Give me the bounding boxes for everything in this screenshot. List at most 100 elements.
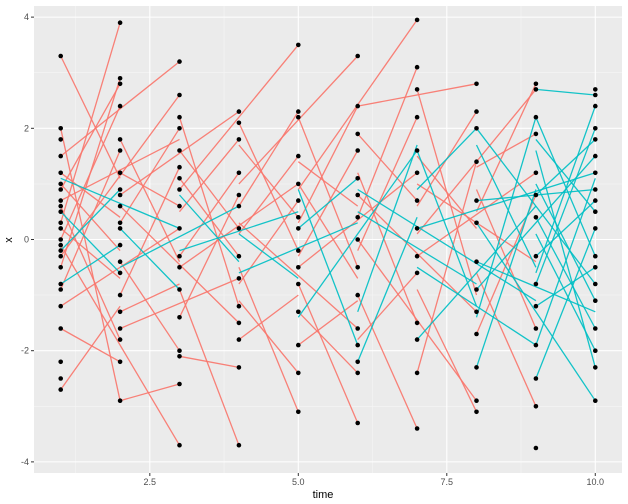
y-tick-label: -4 bbox=[21, 457, 29, 467]
red-series-segment bbox=[60, 183, 121, 252]
data-point bbox=[117, 103, 123, 109]
data-point bbox=[414, 64, 420, 70]
data-point bbox=[593, 137, 598, 142]
data-point bbox=[414, 148, 420, 153]
data-point bbox=[474, 365, 479, 370]
data-point bbox=[58, 281, 63, 287]
data-point bbox=[593, 170, 598, 176]
data-point bbox=[533, 326, 539, 331]
red-series-segment bbox=[119, 383, 180, 402]
data-point bbox=[58, 287, 63, 292]
x-tick-label: 2.5 bbox=[144, 477, 157, 487]
data-point bbox=[474, 409, 479, 415]
data-point bbox=[355, 326, 361, 331]
data-point bbox=[117, 203, 123, 209]
red-series-segment bbox=[238, 111, 299, 207]
red-series-segment bbox=[416, 172, 537, 257]
red-series-segment bbox=[238, 267, 299, 413]
data-point bbox=[355, 176, 361, 181]
red-series-segment bbox=[119, 172, 180, 207]
red-series-segment bbox=[60, 205, 121, 340]
data-point bbox=[414, 370, 420, 376]
data-point bbox=[533, 342, 539, 348]
red-series-segment bbox=[238, 294, 299, 341]
red-series-segment bbox=[119, 166, 181, 296]
data-point bbox=[533, 170, 539, 176]
data-point bbox=[296, 226, 301, 231]
red-series-segment bbox=[357, 133, 418, 202]
data-point bbox=[117, 326, 123, 331]
red-series-segment bbox=[60, 22, 121, 223]
data-point bbox=[58, 226, 63, 231]
red-series-segment bbox=[475, 83, 537, 212]
data-point bbox=[177, 164, 182, 170]
red-series-segment bbox=[60, 61, 180, 157]
data-point bbox=[593, 398, 598, 404]
data-point bbox=[296, 114, 301, 120]
red-series-segment bbox=[60, 227, 121, 279]
data-point bbox=[593, 187, 598, 192]
data-point bbox=[593, 87, 598, 92]
teal-series-segment bbox=[535, 116, 596, 257]
red-series-segment bbox=[119, 205, 240, 324]
data-point bbox=[474, 287, 479, 292]
data-point bbox=[593, 326, 598, 331]
teal-series-segment bbox=[475, 189, 537, 368]
red-series-segment bbox=[60, 105, 121, 240]
data-point bbox=[593, 348, 598, 354]
data-point bbox=[177, 315, 182, 320]
teal-series-segment bbox=[297, 177, 359, 229]
data-point bbox=[117, 259, 123, 265]
teal-series-segment bbox=[476, 261, 596, 313]
data-point bbox=[593, 281, 598, 287]
teal-series-lines bbox=[60, 88, 596, 402]
data-point bbox=[296, 309, 301, 315]
y-tick-label: 4 bbox=[24, 12, 29, 22]
y-axis: -4 -2 0 2 4 bbox=[21, 12, 34, 467]
red-series-segment bbox=[297, 172, 418, 268]
data-point bbox=[355, 103, 361, 109]
data-point bbox=[177, 203, 182, 209]
x-axis-title: time bbox=[313, 489, 334, 501]
red-series-segment bbox=[297, 161, 359, 207]
red-series-segment bbox=[238, 155, 299, 235]
red-series-segment bbox=[60, 172, 121, 218]
data-point bbox=[58, 126, 63, 131]
data-point bbox=[296, 42, 301, 48]
data-point bbox=[414, 426, 420, 431]
data-point bbox=[58, 376, 63, 381]
red-series-segment bbox=[357, 272, 418, 341]
data-point bbox=[474, 259, 479, 265]
data-point bbox=[355, 420, 361, 426]
data-point bbox=[117, 148, 123, 153]
data-points bbox=[58, 17, 598, 451]
red-series-segment bbox=[178, 117, 240, 307]
data-point bbox=[177, 126, 182, 131]
data-point bbox=[236, 170, 242, 176]
red-series-segment bbox=[297, 105, 359, 224]
data-point bbox=[236, 226, 242, 231]
data-point bbox=[236, 303, 242, 309]
data-point bbox=[236, 442, 242, 448]
data-point bbox=[593, 365, 598, 370]
data-point bbox=[474, 198, 479, 203]
teal-series-segment bbox=[535, 178, 596, 346]
y-tick-label: -2 bbox=[21, 346, 29, 356]
data-point bbox=[58, 209, 63, 214]
teal-series-segment bbox=[475, 117, 537, 318]
data-point bbox=[533, 215, 539, 220]
data-point bbox=[355, 215, 361, 220]
data-point bbox=[296, 153, 301, 159]
data-point bbox=[296, 342, 301, 348]
teal-series-segment bbox=[535, 105, 596, 274]
teal-series-segment bbox=[60, 211, 121, 274]
data-point bbox=[117, 292, 123, 298]
data-point bbox=[58, 265, 63, 270]
x-tick-label: 5.0 bbox=[292, 477, 305, 487]
teal-series-segment bbox=[535, 266, 596, 307]
red-series-segment bbox=[238, 55, 359, 185]
red-series-segment bbox=[119, 283, 180, 313]
red-series-segment bbox=[238, 122, 299, 251]
red-series-segment bbox=[357, 294, 418, 429]
data-point bbox=[236, 137, 242, 142]
